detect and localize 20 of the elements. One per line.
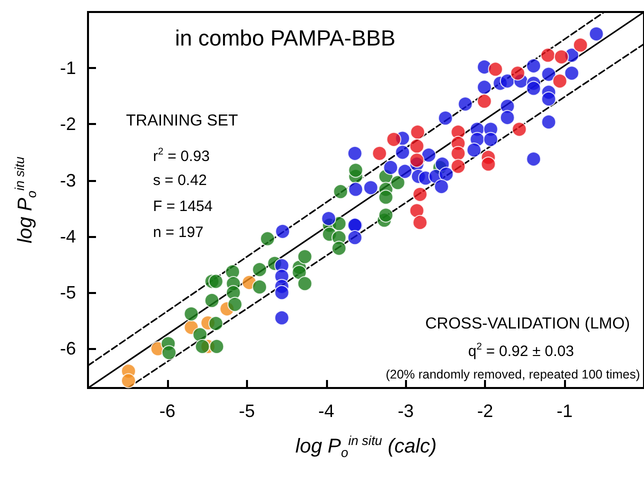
y-tick-label: -3 (60, 170, 76, 190)
x-tick-label: -2 (477, 401, 494, 421)
x-tick-label: -5 (238, 401, 255, 421)
annotation: CROSS-VALIDATION (LMO) (425, 316, 630, 332)
annotation: TRAINING SET (126, 112, 238, 130)
y-axis-title: log Poin situ (12, 156, 39, 244)
x-tick-label: -4 (318, 401, 334, 421)
annotation: F = 1454 (153, 198, 213, 215)
x-tick-label: -3 (398, 401, 414, 421)
y-tick-label: -6 (60, 338, 76, 359)
annotation: n = 197 (153, 224, 204, 241)
text: in combo PAMPA-BBB (175, 26, 396, 50)
annotation: (20% randomly removed, repeated 100 times) (386, 368, 640, 382)
annotation: s = 0.42 (153, 172, 207, 189)
y-tick-label: -2 (60, 114, 76, 134)
y-tick-label: -5 (60, 282, 76, 303)
y-tick-label: -1 (60, 58, 76, 78)
x-tick-label: -6 (159, 401, 176, 421)
x-tick-label: -1 (556, 401, 573, 421)
y-tick-label: -4 (60, 226, 76, 246)
